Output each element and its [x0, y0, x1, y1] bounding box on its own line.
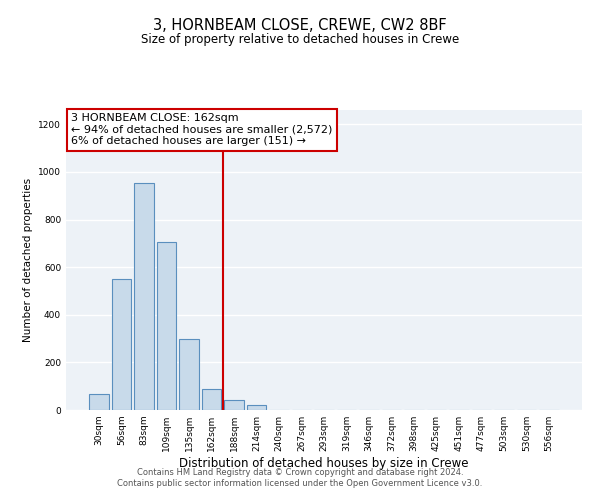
Bar [134, 182, 154, 410]
Text: Size of property relative to detached houses in Crewe: Size of property relative to detached ho… [141, 32, 459, 46]
Bar [224, 400, 244, 410]
Bar [157, 242, 176, 410]
Text: Contains HM Land Registry data © Crown copyright and database right 2024.
Contai: Contains HM Land Registry data © Crown c… [118, 468, 482, 487]
Bar [89, 394, 109, 410]
Text: 3, HORNBEAM CLOSE, CREWE, CW2 8BF: 3, HORNBEAM CLOSE, CREWE, CW2 8BF [153, 18, 447, 32]
Bar [202, 388, 221, 410]
X-axis label: Distribution of detached houses by size in Crewe: Distribution of detached houses by size … [179, 457, 469, 470]
Bar [247, 405, 266, 410]
Bar [179, 338, 199, 410]
Text: 3 HORNBEAM CLOSE: 162sqm
← 94% of detached houses are smaller (2,572)
6% of deta: 3 HORNBEAM CLOSE: 162sqm ← 94% of detach… [71, 113, 332, 146]
Bar [112, 279, 131, 410]
Y-axis label: Number of detached properties: Number of detached properties [23, 178, 32, 342]
